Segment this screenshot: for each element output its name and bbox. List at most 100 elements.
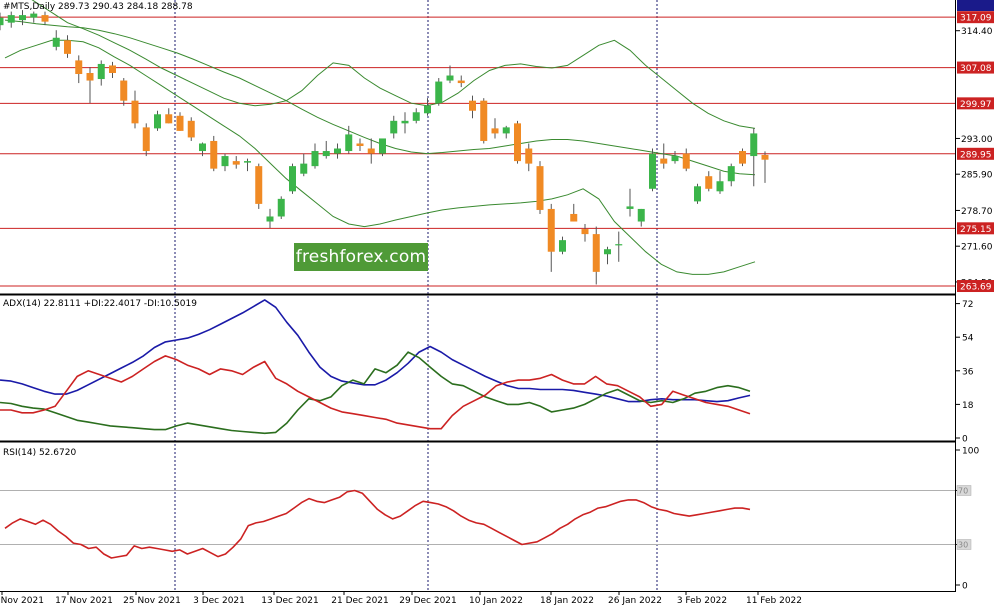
candle-bull <box>502 127 510 134</box>
candle-bear <box>142 127 150 152</box>
adx-tick-label: 0 <box>962 435 968 445</box>
candle-bull <box>649 153 656 189</box>
candle-bull <box>559 240 566 252</box>
candle-bear <box>367 148 375 154</box>
adx-series-2 <box>0 355 751 430</box>
candle-bull <box>300 163 308 174</box>
adx-tick-label: 54 <box>962 334 974 344</box>
candle-bear <box>660 158 668 164</box>
candle-bear <box>525 148 533 164</box>
candle-bull <box>615 244 623 246</box>
candle-bear <box>210 140 218 169</box>
candle-bear <box>682 153 690 169</box>
x-tick-label: 10 Jan 2022 <box>469 596 523 606</box>
candle-bull <box>277 198 285 217</box>
rsi-pane <box>0 443 956 592</box>
adx-lines <box>0 299 751 435</box>
candle-bull <box>334 148 341 154</box>
adx-series-1 <box>0 351 751 435</box>
candle-bear <box>120 80 128 101</box>
candle-bear <box>547 208 555 252</box>
price-caption: #MTS,Daily 289.73 290.43 284.18 288.78 <box>3 2 193 12</box>
candle-bull <box>446 75 454 81</box>
candle-bull <box>637 208 645 222</box>
candle-bull <box>97 63 105 80</box>
level-label-box <box>957 280 994 293</box>
candle-bull <box>671 156 679 162</box>
candle-bear <box>356 143 364 146</box>
candle-bear <box>761 154 769 160</box>
candle-bear <box>41 15 49 22</box>
rsi-tick-label: 30 <box>958 541 968 550</box>
current-price-label: 288.78 <box>960 0 992 3</box>
level-label: 317.09 <box>960 14 992 24</box>
candle-bear <box>176 115 184 131</box>
level-label: 263.69 <box>960 283 992 293</box>
level-label-box <box>957 97 994 110</box>
candle-bull <box>19 15 26 21</box>
x-tick-label: 9 Nov 2021 <box>0 596 44 606</box>
x-tick-label: 18 Jan 2022 <box>540 596 594 606</box>
bollinger-upper-line <box>31 0 756 129</box>
x-tick-label: 17 Nov 2021 <box>55 596 113 606</box>
candle-bear <box>232 161 240 165</box>
candle-bull <box>626 206 634 209</box>
adx-tick-label: 36 <box>962 367 974 377</box>
watermark-logo: freshforex.com <box>294 243 428 271</box>
candle-bear <box>570 213 578 222</box>
candle-bear <box>592 234 600 272</box>
candle-bull <box>154 114 161 129</box>
period-separators <box>174 0 658 592</box>
x-tick-label: 29 Dec 2021 <box>399 596 457 606</box>
adx-series-0 <box>0 299 751 403</box>
level-label-box <box>957 222 994 235</box>
candle-bear <box>165 114 173 124</box>
candle-bull <box>390 120 398 134</box>
rsi-caption: RSI(14) 52.6720 <box>3 448 76 458</box>
rsi-tick-label: 70 <box>958 487 968 496</box>
candle-bear <box>109 65 116 73</box>
rsi-line <box>4 489 751 559</box>
x-tick-label: 21 Dec 2021 <box>331 596 389 606</box>
candle-bear <box>457 80 465 84</box>
adx-pane <box>0 296 956 441</box>
candle-bull <box>750 133 758 157</box>
candle-bear <box>739 151 746 164</box>
candle-bull <box>289 166 296 192</box>
level-label: 307.08 <box>960 64 992 74</box>
rsi-tick-label: 100 <box>962 447 979 457</box>
level-label: 275.15 <box>960 225 992 235</box>
level-label-box <box>957 11 994 24</box>
candle-bear <box>255 166 263 204</box>
rsi-level-box <box>956 485 972 496</box>
candle-bull <box>412 112 420 121</box>
candle-bear <box>581 229 589 235</box>
current-price-box <box>957 0 994 11</box>
adx-tick-label: 72 <box>962 300 973 310</box>
candle-bull <box>199 143 206 152</box>
candles <box>0 10 769 285</box>
rsi-level-box <box>956 539 972 550</box>
candle-bear <box>705 176 713 189</box>
price-tick-label: 285.90 <box>961 171 993 181</box>
candle-bull <box>311 151 319 167</box>
x-tick-label: 3 Feb 2022 <box>677 596 727 606</box>
candle-bull <box>379 138 386 154</box>
level-label: 289.95 <box>960 150 992 160</box>
candle-bear <box>514 123 521 162</box>
candle-bear <box>480 100 488 141</box>
candle-bull <box>244 161 251 163</box>
candle-bear <box>491 128 499 134</box>
price-tick-label: 271.60 <box>961 243 993 253</box>
price-tick-label: 314.40 <box>961 27 993 37</box>
candle-bull <box>221 156 229 167</box>
rsi-tick-label: 0 <box>962 582 968 592</box>
x-tick-label: 25 Nov 2021 <box>123 596 181 606</box>
price-tick-label: 293.00 <box>961 135 993 145</box>
candle-bear <box>469 100 476 111</box>
candle-bull <box>716 181 724 192</box>
level-label: 299.97 <box>960 100 992 110</box>
price-pane <box>0 0 956 294</box>
